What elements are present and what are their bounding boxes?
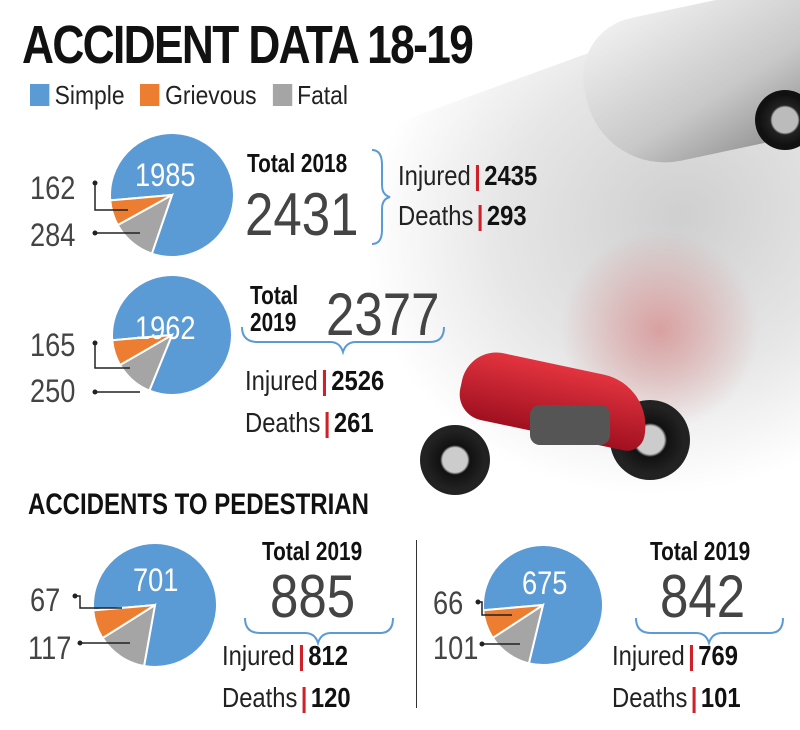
fatal-value-2018: 284	[30, 217, 76, 253]
legend-swatch-grievous	[140, 84, 160, 106]
legend-label: Fatal	[297, 80, 348, 110]
simple-value-2018: 1985	[135, 157, 196, 193]
pie-slice-grievous	[109, 194, 173, 227]
leader-dot	[479, 641, 485, 647]
ped-right-injured: Injured | 769	[612, 640, 738, 671]
brace-ped-right	[635, 617, 784, 647]
leader-dot	[92, 230, 98, 236]
legend-label: Grievous	[165, 80, 257, 110]
deaths-2018: Deaths | 293	[398, 200, 527, 231]
grievous-value-ped-left: 67	[30, 582, 61, 618]
leader-dot	[92, 180, 98, 186]
deaths-2019: Deaths | 261	[245, 407, 374, 438]
fatal-value-2019: 250	[30, 373, 76, 409]
ped-left-total-value: 885	[270, 563, 356, 630]
ped-right-deaths: Deaths | 101	[612, 682, 741, 713]
simple-value-ped-left: 701	[133, 562, 179, 598]
legend-item-fatal: Fatal	[272, 80, 348, 111]
fatal-value-ped-left: 117	[28, 630, 72, 666]
brace-ped-left	[244, 617, 394, 647]
pie-slice-grievous	[482, 604, 544, 640]
legend: Simple Grievous Fatal	[30, 80, 348, 111]
total-2019-heading: Total 2019	[250, 280, 299, 338]
total-2019-value: 2377	[326, 281, 440, 348]
divider	[416, 540, 417, 708]
injured-2018: Injured | 2435	[398, 160, 538, 191]
leader-dot	[92, 340, 98, 346]
leader-dot	[475, 599, 481, 605]
legend-swatch-fatal	[272, 84, 292, 106]
ped-left-injured: Injured | 812	[222, 640, 348, 671]
leader-dot	[77, 640, 83, 646]
grievous-value-ped-right: 66	[433, 585, 464, 621]
legend-swatch-simple	[30, 84, 50, 106]
brace-2019	[241, 326, 445, 356]
brace-2018	[371, 149, 391, 245]
total-2018-heading: Total 2018	[247, 148, 348, 178]
leader-line	[94, 183, 128, 211]
ped-left-total-heading: Total 2019	[262, 536, 363, 566]
grievous-value-2019: 165	[30, 327, 76, 363]
legend-item-grievous: Grievous	[140, 80, 257, 111]
fatal-value-ped-right: 101	[433, 630, 479, 666]
total-2018-value: 2431	[245, 181, 359, 248]
pie-slice-grievous	[111, 334, 173, 367]
grievous-value-2018: 162	[30, 170, 76, 206]
simple-value-ped-right: 675	[522, 565, 568, 601]
page-title: ACCIDENT DATA 18-19	[22, 15, 474, 75]
legend-label: Simple	[54, 80, 125, 110]
leader-dot	[92, 389, 98, 395]
ped-right-total-value: 842	[660, 563, 746, 630]
injured-2019: Injured | 2526	[245, 365, 385, 396]
legend-item-simple: Simple	[30, 80, 125, 111]
pie-slice-grievous	[92, 604, 156, 640]
ped-left-deaths: Deaths | 120	[222, 682, 351, 713]
leader-dot	[72, 593, 78, 599]
pedestrian-heading: ACCIDENTS TO PEDESTRIAN	[28, 488, 369, 521]
leader-line	[94, 343, 130, 369]
simple-value-2019: 1962	[135, 310, 196, 346]
ped-right-total-heading: Total 2019	[650, 536, 751, 566]
